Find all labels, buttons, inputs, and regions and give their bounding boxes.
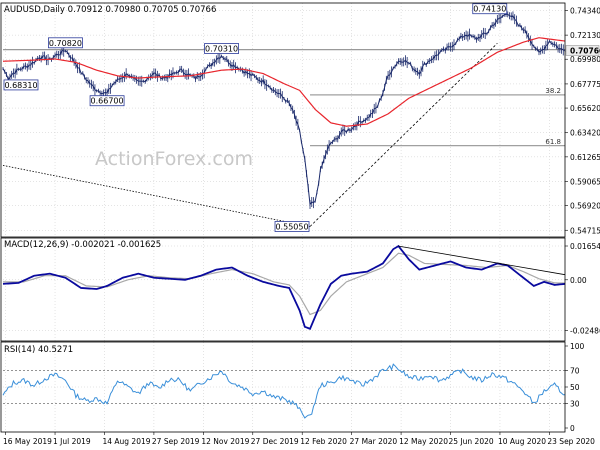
- watermark-text: ActionForex.com: [95, 148, 253, 170]
- macd-signal-line: [3, 252, 566, 316]
- macd-line: [2, 244, 566, 330]
- fib-level-label: 38.2: [545, 87, 561, 95]
- callout-box: [3, 79, 39, 91]
- pane-frame: [0, 237, 566, 342]
- price-bars: [2, 13, 566, 206]
- y-tick-label: 0.67775: [570, 80, 600, 89]
- last-price-box: [565, 45, 600, 56]
- rsi-tick-label: 100: [570, 342, 585, 351]
- price-trendlines: [2, 43, 498, 227]
- x-tick-label: 27 Mar 2020: [350, 437, 398, 446]
- rsi-y-axis: 100 70 50 30 0: [565, 342, 585, 433]
- y-tick-label: 0.61265: [570, 153, 600, 162]
- trendline: [2, 165, 311, 227]
- y-tick-label: 0.59065: [570, 178, 600, 187]
- x-tick-label: 12 May 2020: [399, 437, 448, 446]
- fibonacci-levels: 38.2 61.8: [310, 87, 565, 147]
- rsi-grid: [3, 370, 565, 404]
- price-callout: 0.66700: [89, 95, 125, 107]
- macd-pane-title: MACD(12,26,9) -0.002021 -0.001625: [4, 240, 161, 250]
- pane-frame: [0, 2, 566, 238]
- callout-box: [89, 95, 125, 107]
- y-tick-label: 0.65620: [570, 104, 600, 113]
- price-callout: 0.55050: [274, 221, 310, 232]
- x-tick-label: 16 May 2019: [3, 437, 52, 446]
- trendline: [309, 43, 498, 227]
- y-tick-label: 0.72130: [570, 31, 600, 40]
- pane-frame: [0, 341, 566, 433]
- y-tick-label: 0.63420: [570, 129, 600, 138]
- last-price-label: 0.70766: [570, 46, 600, 55]
- callout-text: 0.66700: [91, 97, 124, 106]
- callout-box: [274, 221, 310, 232]
- pane-frames: [0, 2, 566, 433]
- callout-text: 0.55050: [275, 223, 308, 232]
- rsi-line: [2, 363, 566, 419]
- x-tick-label: 14 Aug 2019: [102, 437, 150, 446]
- rsi-tick-label: 30: [570, 399, 580, 408]
- moving-average-line: [2, 37, 566, 127]
- price-callout-labels: 0.68310 0.70820 0.66700 0.70310 0.55050 0.741…: [3, 3, 508, 232]
- rsi-pane: 100 70 50 30 0 RSI(14) 40.5271: [2, 342, 585, 433]
- rsi-tick-label: 50: [570, 383, 580, 392]
- y-tick-label: 0.56920: [570, 202, 600, 211]
- macd-pane: 0.01654 0.00 -0.02486 MACD(12,26,9) -0.002…: [2, 240, 600, 336]
- callout-box: [204, 43, 239, 54]
- price-y-axis: 0.74340 0.72130 0.69980 0.67775 0.65620 0.634…: [565, 6, 600, 235]
- rsi-pane-title: RSI(14) 40.5271: [4, 345, 73, 355]
- macd-trendline-segment: [398, 245, 566, 276]
- callout-box: [472, 3, 508, 15]
- x-tick-label: 27 Sep 2019: [152, 437, 200, 446]
- price-callout: 0.70310: [204, 43, 239, 54]
- callout-text: 0.70820: [49, 39, 82, 48]
- rsi-tick-label: 0: [570, 424, 575, 433]
- callout-text: 0.70310: [205, 45, 238, 54]
- y-tick-label: 0.54715: [570, 226, 600, 235]
- price-callout: 0.70820: [48, 37, 83, 49]
- date-x-axis: 16 May 2019 1 Jul 2019 14 Aug 2019 27 Sep 2…: [3, 432, 595, 446]
- price-callout: 0.68310: [3, 79, 39, 91]
- callout-text: 0.74130: [473, 5, 506, 14]
- rsi-tick-label: 70: [570, 367, 580, 376]
- x-tick-label: 12 Nov 2019: [201, 437, 249, 446]
- x-tick-label: 1 Jul 2019: [53, 437, 91, 446]
- macd-tick-label: 0.00: [570, 276, 587, 285]
- fib-level-label: 61.8: [545, 138, 561, 146]
- callout-box: [48, 37, 83, 49]
- x-tick-label: 25 Jun 2020: [449, 437, 494, 446]
- x-tick-label: 23 Sep 2020: [547, 437, 595, 446]
- macd-y-axis: 0.01654 0.00 -0.02486: [565, 242, 600, 336]
- price-pane-title: AUDUSD,Daily 0.70912 0.70980 0.70705 0.7…: [4, 5, 216, 15]
- x-tick-label: 27 Dec 2019: [251, 437, 299, 446]
- price-callout: 0.74130: [472, 3, 508, 15]
- macd-tick-label: 0.01654: [570, 242, 600, 251]
- y-tick-label: 0.74340: [570, 6, 600, 15]
- macd-tick-label: -0.02486: [570, 327, 600, 336]
- macd-trendline: [398, 245, 566, 276]
- x-tick-label: 10 Aug 2020: [498, 437, 546, 446]
- y-tick-label: 0.69980: [570, 55, 600, 64]
- macd-grid: [3, 245, 565, 331]
- callout-text: 0.68310: [4, 81, 37, 90]
- price-pane: ActionForex.com 38.261.8 0.683100.708200…: [2, 3, 600, 432]
- x-tick-label: 12 Feb 2020: [300, 437, 347, 446]
